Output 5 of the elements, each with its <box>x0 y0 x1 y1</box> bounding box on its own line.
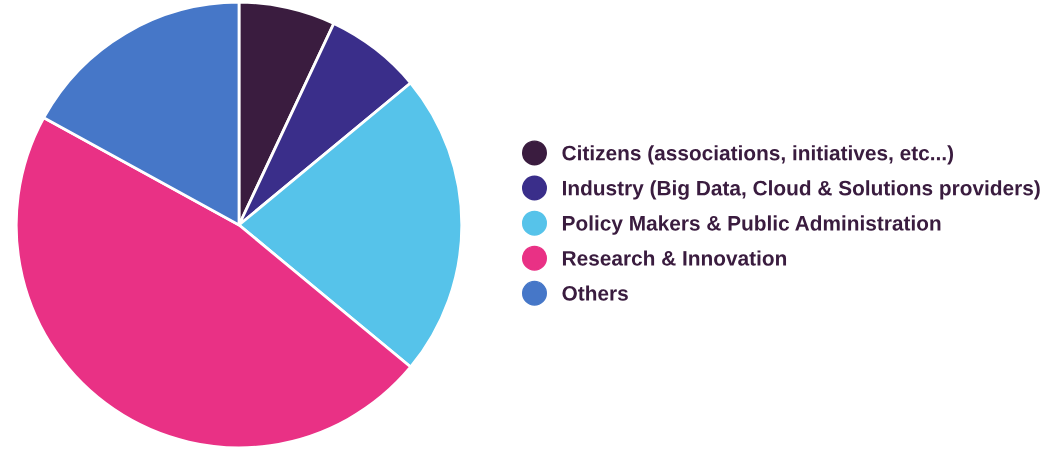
legend-label: Policy Makers & Public Administration <box>562 215 941 235</box>
legend-label: Others <box>562 285 628 301</box>
legend-label: Citizens (associations, initiatives, etc...) <box>562 145 954 165</box>
legend-label: Industry (Big Data, Cloud & Solutions providers) <box>562 180 1040 200</box>
legend-label: Research & Innovation <box>562 250 787 266</box>
